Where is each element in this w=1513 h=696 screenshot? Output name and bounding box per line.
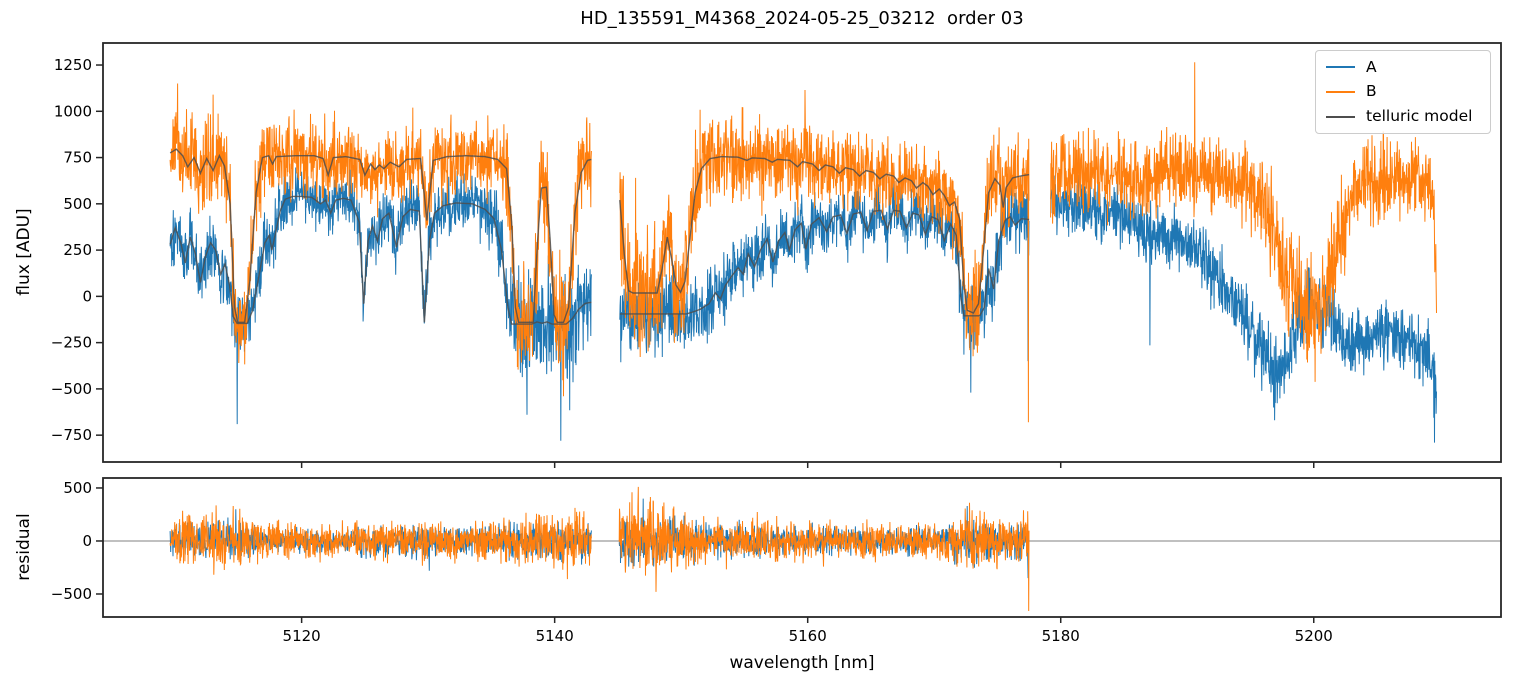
axes-spine-flux [102,42,1502,463]
legend-item-telluric-model: telluric model [1326,106,1480,125]
legend-label-a: A [1366,57,1377,76]
y-tick-label: 1250 [54,56,92,74]
y-tick-label: 1000 [54,102,92,120]
y-tick-label: −500 [51,380,92,398]
y-tick-label: −500 [51,585,92,603]
legend-line-swatch-a [1326,66,1355,69]
y-tick-label: 0 [82,287,92,305]
legend: A B telluric model [1315,50,1491,134]
series-path [619,209,1030,317]
legend-item-b: B [1326,84,1480,100]
legend-line-swatch-b [1326,90,1355,93]
y-tick-label: 500 [63,195,92,213]
series-path [1050,167,1437,443]
series-b-residual [169,486,1030,612]
x-tick-label: 5180 [1042,627,1080,645]
axes-spine-residual [102,477,1502,618]
x-tick-label: 5120 [283,627,321,645]
series-telluric-model-b [169,148,1030,323]
y-tick-label: −750 [51,426,92,444]
y-tick-label: −250 [51,334,92,352]
residual-y-axis-label: residual [14,513,34,581]
flux-y-axis-label: flux [ADU] [14,208,34,296]
y-tick-label: 250 [63,241,92,259]
legend-item-a: A [1326,57,1480,76]
x-axis-label: wavelength [nm] [729,653,875,673]
x-tick-label: 5160 [789,627,827,645]
series-path [619,89,1030,423]
series-path [618,486,1030,612]
series-path [169,195,592,325]
series-path [169,148,592,323]
y-tick-label: 0 [82,532,92,550]
plot-title: HD_135591_M4368_2024-05-25_03212 order 0… [580,8,1024,29]
series-path [169,505,592,580]
x-tick-label: 5200 [1295,627,1333,645]
series-path [169,83,592,397]
y-tick-label: 750 [63,149,92,167]
y-tick-label: 500 [63,479,92,497]
legend-label-b: B [1366,82,1377,101]
series-path [619,155,1030,314]
series-telluric-model-a [169,195,1030,325]
legend-line-swatch-telluric [1326,115,1355,118]
series-path [1050,62,1437,382]
legend-label-telluric: telluric model [1366,106,1473,125]
x-tick-label: 5140 [536,627,574,645]
